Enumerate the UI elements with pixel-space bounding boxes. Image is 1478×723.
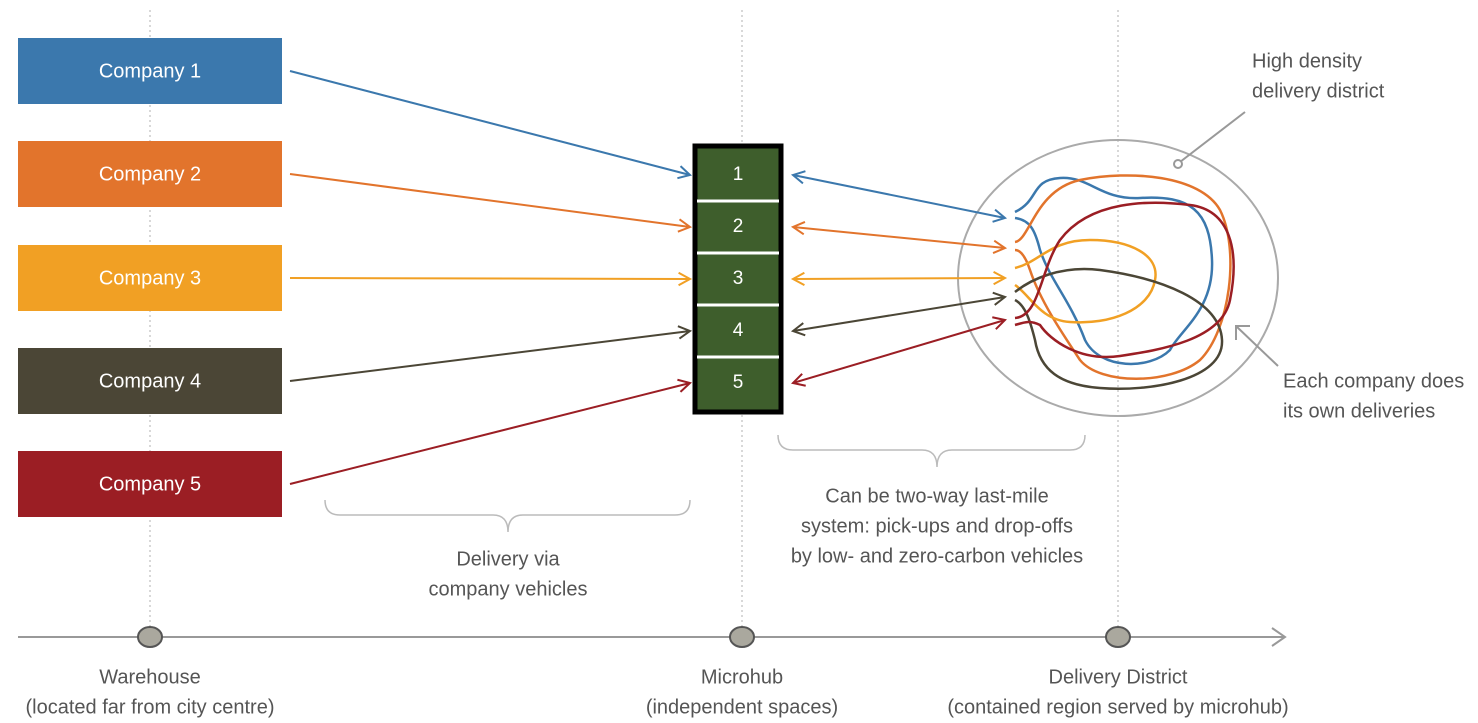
delivery-route	[1014, 238, 1157, 324]
brace	[324, 499, 691, 533]
arrow-head	[790, 271, 805, 287]
microhub	[692, 143, 784, 415]
arrow	[792, 174, 1006, 219]
company-box	[18, 451, 282, 517]
arrow-head	[677, 325, 693, 340]
arrow	[792, 319, 1006, 384]
annotation: Each company does	[1283, 370, 1464, 392]
arrow	[289, 70, 691, 176]
arrow-head	[992, 239, 1008, 254]
timeline-node	[1105, 626, 1131, 648]
delivery-route	[1014, 267, 1224, 390]
annotation: its own deliveries	[1283, 400, 1435, 422]
arrow	[289, 382, 691, 485]
company-label: Company 3	[99, 267, 201, 289]
arrow-head	[790, 322, 806, 337]
arrow-head	[677, 378, 693, 393]
slot-label: 5	[733, 372, 744, 393]
delivery-route	[1014, 201, 1235, 359]
pointer-line	[1235, 325, 1279, 367]
arrow-head	[992, 208, 1008, 223]
annotation: High density	[1252, 50, 1362, 72]
annotation: system: pick-ups and drop-offs	[801, 515, 1073, 537]
annotation: Can be two-way last-mile	[825, 485, 1048, 507]
arrow-head	[993, 270, 1008, 286]
arrow-head	[677, 218, 693, 233]
timeline-subtitle: (located far from city centre)	[26, 696, 275, 718]
timeline-title: Delivery District	[1049, 666, 1188, 688]
arrow-head	[678, 271, 693, 287]
annotation: delivery district	[1252, 80, 1385, 102]
company-box	[18, 141, 282, 207]
arrow-head	[992, 291, 1008, 306]
delivery-route	[1014, 174, 1232, 380]
company-label: Company 5	[99, 473, 201, 495]
slot-label: 2	[733, 216, 744, 237]
timeline-title: Warehouse	[99, 666, 201, 688]
arrow	[792, 296, 1006, 332]
arrow	[289, 277, 691, 280]
annotation: company vehicles	[429, 578, 588, 600]
timeline-subtitle: (contained region served by microhub)	[947, 696, 1288, 718]
annotation: by low- and zero-carbon vehicles	[791, 545, 1083, 567]
pointer-dot	[1173, 159, 1183, 169]
company-box	[18, 245, 282, 311]
arrow	[289, 330, 691, 382]
timeline-title: Microhub	[701, 666, 783, 688]
arrow-head	[791, 373, 806, 387]
timeline-subtitle: (independent spaces)	[646, 696, 838, 718]
timeline-arrow	[1271, 627, 1287, 647]
company-label: Company 1	[99, 60, 201, 82]
timeline-node	[137, 626, 163, 648]
company-box	[18, 38, 282, 104]
brace	[777, 434, 1086, 468]
arrow	[289, 173, 691, 228]
arrow	[792, 226, 1006, 249]
arrow-head	[677, 165, 693, 180]
arrow-head	[790, 170, 806, 185]
slot-label: 3	[733, 268, 744, 289]
arrow-head	[790, 221, 806, 236]
slot-label: 4	[733, 320, 744, 341]
pointer-head	[1235, 325, 1250, 340]
annotation: Delivery via	[456, 548, 560, 570]
company-box	[18, 348, 282, 414]
company-label: Company 4	[99, 370, 201, 392]
arrow	[792, 277, 1006, 280]
slot-label: 1	[733, 164, 744, 185]
timeline-node	[729, 626, 755, 648]
pointer-line	[1179, 111, 1246, 163]
arrow-head	[992, 316, 1007, 330]
company-label: Company 2	[99, 163, 201, 185]
